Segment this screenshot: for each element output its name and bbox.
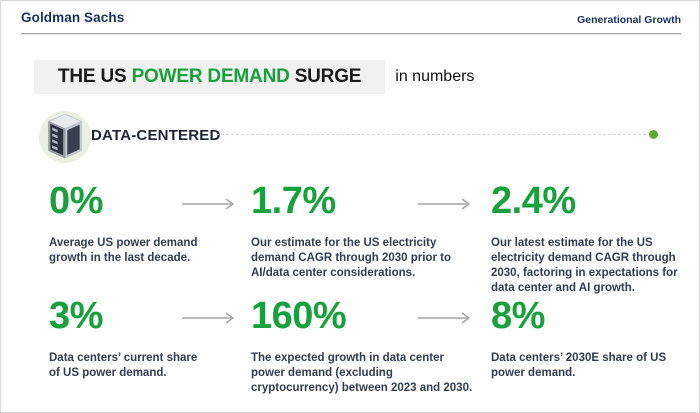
server-rack-icon — [47, 113, 83, 159]
stat-description: Our latest estimate for the US electrici… — [491, 237, 678, 294]
stat-description: Data centers’ current share of US power … — [49, 352, 198, 379]
stat-description: Average US power demand growth in the la… — [49, 237, 198, 264]
title-highlight: POWER DEMAND — [131, 66, 290, 87]
arrow-right-icon — [182, 312, 235, 324]
stat-card: 8% Data centers’ 2030E share of US power… — [491, 295, 683, 381]
stat-value: 1.7% — [251, 180, 336, 222]
stat-value: 2.4% — [491, 180, 576, 222]
stat-value: 3% — [49, 295, 103, 337]
stat-description: Our estimate for the US electricity dema… — [251, 237, 451, 279]
title-part1: THE US — [58, 66, 132, 87]
section-divider-line — [216, 134, 646, 135]
stat-value: 0% — [49, 180, 103, 222]
header-right-label: Generational Growth — [577, 14, 681, 26]
stat-card: 3% Data centers’ current share of US pow… — [49, 295, 201, 381]
server-icon-circle — [39, 111, 91, 163]
header: Goldman Sachs Generational Growth — [21, 1, 681, 33]
stat-card: 1.7% Our estimate for the US electricity… — [251, 180, 469, 281]
title-part2: SURGE — [289, 66, 362, 87]
stat-description: Data centers’ 2030E share of US power de… — [491, 352, 667, 379]
stat-value: 160% — [251, 295, 347, 337]
stat-card: 160% The expected growth in data center … — [251, 295, 476, 396]
arrow-right-icon — [182, 198, 235, 210]
brand-wordmark: Goldman Sachs — [21, 10, 125, 25]
stat-card: 0% Average US power demand growth in the… — [49, 180, 199, 266]
stat-value: 8% — [491, 295, 545, 337]
section-label: DATA-CENTERED — [91, 127, 221, 144]
title-suffix: in numbers — [395, 68, 475, 85]
arrow-right-icon — [418, 198, 471, 210]
green-dot — [649, 130, 658, 139]
stat-card: 2.4% Our latest estimate for the US elec… — [491, 180, 683, 296]
header-divider — [21, 33, 681, 35]
arrow-right-icon — [418, 312, 471, 324]
stat-description: The expected growth in data center power… — [251, 352, 473, 394]
page-title: THE US POWER DEMAND SURGE — [34, 60, 386, 94]
title-bar: THE US POWER DEMAND SURGE in numbers — [34, 60, 474, 94]
